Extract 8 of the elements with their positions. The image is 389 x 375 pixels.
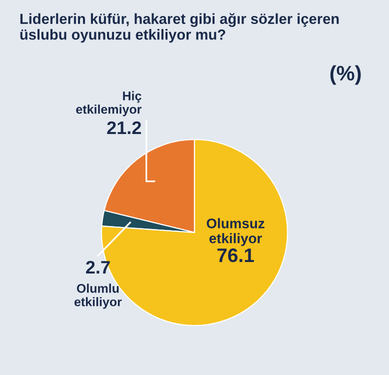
data-label: 76.1 — [217, 248, 254, 262]
slice-label: Hiç etkilemiyor — [76, 91, 142, 116]
text: (%) — [330, 65, 361, 85]
data-label: 21.2 — [107, 121, 141, 134]
data-label: 2.7 — [86, 260, 110, 274]
chart-title: Liderlerin küfür, hakaret gibi ağır sözler içeren üslubu oyunuzu etkiliyor mu? — [20, 13, 339, 43]
slice-label: Olumlu etkiliyor — [74, 284, 122, 309]
slice-label: Olumsuz etkiliyor — [206, 218, 264, 246]
